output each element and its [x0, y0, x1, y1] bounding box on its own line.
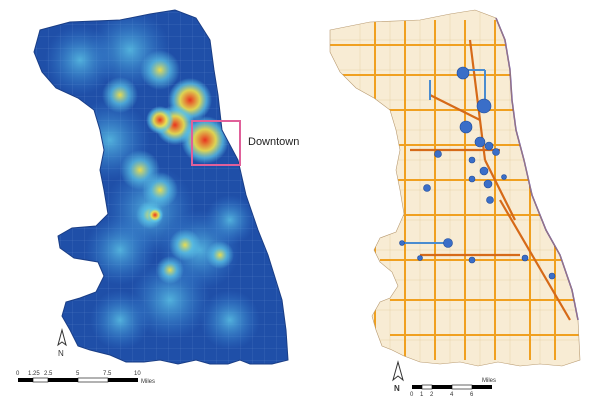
stop-circle — [468, 156, 476, 164]
scale-tick: 7.5 — [103, 371, 112, 377]
north-label: N — [394, 384, 400, 393]
heatmap-panel: Downtown N 0 1.25 2.5 5 7.5 10 Miles — [16, 9, 299, 385]
stop-circle — [474, 136, 486, 148]
stop-circle — [459, 120, 473, 134]
stop-circle — [423, 184, 431, 192]
stop-circle — [501, 174, 507, 180]
downtown-callout-box — [191, 120, 241, 166]
scale-tick: 6 — [470, 392, 474, 398]
heatmap-fill — [34, 10, 288, 364]
scale-tick: 2.5 — [44, 371, 53, 377]
scale-unit: Miles — [141, 379, 155, 385]
scale-tick: 2 — [430, 392, 434, 398]
stop-circle — [476, 98, 492, 114]
stop-circle — [483, 179, 493, 189]
stop-circle — [521, 254, 529, 262]
stop-circle — [486, 196, 494, 204]
north-label: N — [58, 349, 64, 358]
stop-circle — [492, 148, 500, 156]
north-arrow-icon: N — [57, 328, 67, 358]
heatmap-map: Downtown N 0 1.25 2.5 5 7.5 10 Miles — [16, 9, 299, 385]
stop-circle — [548, 272, 556, 280]
downtown-label: Downtown — [248, 136, 299, 148]
scale-tick: 1.25 — [28, 371, 40, 377]
stop-circle — [479, 166, 489, 176]
stop-circle — [434, 150, 442, 158]
north-arrow-icon: N — [392, 360, 404, 393]
stop-circle — [417, 255, 423, 261]
scale-tick: 10 — [134, 371, 141, 377]
stop-circle — [456, 66, 470, 80]
stop-circle — [443, 238, 453, 248]
stop-circle — [468, 175, 476, 183]
scale-bar: 0 1.25 2.5 5 7.5 10 Miles — [16, 371, 155, 385]
scale-tick: 5 — [76, 371, 80, 377]
stop-circle — [468, 256, 476, 264]
stop-circle — [399, 240, 405, 246]
route-map: N 0 1 2 4 6 Miles — [329, 9, 581, 398]
stop-circles — [399, 66, 556, 280]
stop-circle — [484, 141, 494, 151]
scale-unit: Miles — [482, 378, 496, 384]
scale-bar: 0 1 2 4 6 Miles — [410, 378, 496, 398]
scale-tick: 1 — [420, 392, 424, 398]
scale-tick: 0 — [16, 371, 20, 377]
scale-tick: 0 — [410, 392, 414, 398]
scale-tick: 4 — [450, 392, 454, 398]
route-map-land — [330, 10, 580, 366]
route-map-panel: N 0 1 2 4 6 Miles — [300, 0, 600, 400]
